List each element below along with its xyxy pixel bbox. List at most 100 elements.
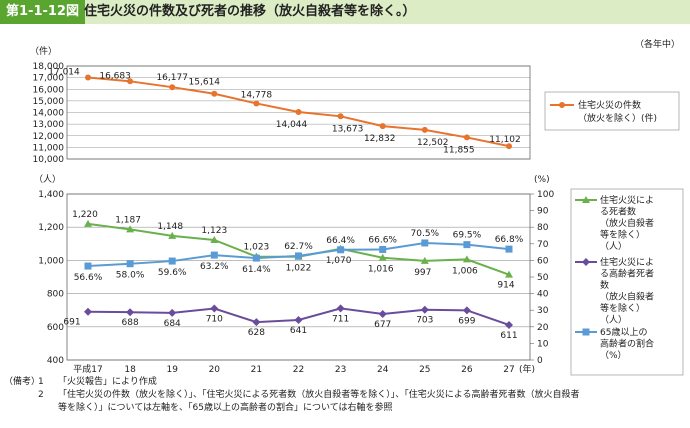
- data-label: 914: [497, 281, 514, 291]
- data-label: 66.6%: [368, 235, 397, 245]
- left-tick-label: 1,400: [38, 190, 64, 200]
- x-tick-label: 21: [251, 365, 262, 375]
- right-tick-label: 0: [537, 356, 543, 366]
- plot-frame: [66, 193, 531, 361]
- data-point: [294, 315, 303, 324]
- data-label: 1,220: [72, 210, 98, 220]
- data-label: 69.5%: [453, 231, 482, 241]
- legend-swatch-marker: [559, 102, 565, 108]
- x-tick-label: 26: [461, 365, 473, 375]
- note-text: 「火災報告」により作成: [58, 377, 157, 387]
- legend-label: 等を除く）: [600, 229, 645, 241]
- y-tick-label: 11,000: [33, 143, 65, 153]
- data-point: [462, 255, 471, 263]
- data-label: 11,855: [443, 145, 475, 155]
- data-label: 1,022: [286, 264, 312, 274]
- left-tick-label: 1,200: [38, 223, 64, 233]
- x-tick-label: 22: [293, 365, 304, 375]
- note-text: 等を除く）」については左軸を、「65歳以上の高齢者の割合」については右軸を参照: [58, 403, 393, 413]
- data-point: [421, 239, 429, 247]
- data-label: 1,148: [157, 222, 183, 232]
- left-tick-label: 1,000: [38, 256, 64, 266]
- data-point: [463, 134, 470, 141]
- data-label: 1,016: [368, 265, 394, 275]
- data-label: 641: [290, 326, 307, 336]
- x-tick-label: 24: [377, 365, 389, 375]
- data-point: [378, 253, 387, 261]
- data-point: [84, 307, 92, 316]
- data-label: 703: [416, 316, 433, 326]
- data-label: 711: [332, 314, 349, 324]
- data-label: 16,683: [99, 71, 131, 81]
- data-point: [84, 262, 92, 270]
- data-label: 611: [500, 331, 517, 341]
- note-number: [38, 402, 58, 415]
- left-axis-unit-label: （人）: [34, 174, 61, 185]
- legend-label: 数: [600, 279, 609, 291]
- data-point: [337, 246, 345, 254]
- data-point: [463, 241, 471, 249]
- x-tick-label: 23: [335, 365, 346, 375]
- data-point: [168, 257, 176, 265]
- data-label: 1,006: [452, 266, 478, 276]
- legend-label: （放火自殺者: [600, 291, 654, 303]
- y-tick-label: 13,000: [33, 120, 65, 130]
- data-point: [336, 304, 345, 313]
- data-point: [127, 78, 134, 85]
- note-text: 「住宅火災の件数（放火を除く）」、「住宅火災による死者数（放火自殺者等を除く）」…: [58, 390, 580, 400]
- data-label: 1,187: [115, 215, 141, 225]
- data-label: 61.4%: [242, 265, 271, 275]
- data-label: 14,778: [241, 90, 273, 100]
- data-point: [421, 126, 428, 133]
- left-tick-label: 600: [47, 323, 64, 333]
- data-point: [168, 231, 177, 239]
- right-tick-label: 70: [537, 240, 549, 250]
- data-point: [378, 310, 387, 319]
- data-point: [169, 84, 176, 91]
- data-point: [295, 252, 302, 260]
- data-label: 58.0%: [116, 271, 145, 281]
- right-tick-label: 90: [537, 207, 549, 217]
- figure-number-badge: 第1-1-12図: [0, 0, 85, 24]
- legend-swatch-marker: [582, 328, 590, 336]
- data-label: 16,177: [156, 73, 188, 83]
- data-point: [505, 270, 513, 278]
- data-label: 59.6%: [158, 268, 187, 278]
- x-tick-label: 19: [166, 365, 178, 375]
- y-tick-label: 14,000: [33, 109, 65, 119]
- x-tick-label: 20: [209, 365, 221, 375]
- legend-box-fire-count: [544, 91, 680, 131]
- right-tick-label: 50: [537, 273, 549, 283]
- y-tick-label: 10,000: [33, 155, 65, 165]
- data-point: [126, 260, 134, 268]
- data-point: [420, 305, 429, 314]
- data-point: [505, 245, 513, 253]
- plot-frame: [66, 65, 531, 160]
- notes-block: （備考） 1 「火災報告」により作成 2 「住宅火災の件数（放火を除く）」、「住…: [4, 376, 688, 415]
- data-label: 66.8%: [495, 235, 524, 245]
- legend-label: 等を除く）: [600, 302, 645, 314]
- legend-label: （%）: [600, 350, 627, 361]
- data-label: 688: [122, 318, 139, 328]
- legend-label: 住宅火災によ: [600, 194, 654, 206]
- data-point: [84, 219, 92, 227]
- data-label: 710: [206, 315, 223, 325]
- data-label: 997: [414, 268, 431, 278]
- data-point: [126, 308, 135, 317]
- data-label: 1,123: [201, 226, 227, 236]
- data-label: 677: [374, 320, 391, 330]
- right-axis-unit-label: (%): [534, 175, 550, 185]
- y-tick-label: 18,000: [33, 62, 65, 72]
- left-tick-label: 400: [47, 356, 64, 366]
- right-tick-label: 80: [537, 223, 549, 233]
- right-tick-label: 100: [537, 190, 554, 200]
- data-point: [210, 304, 219, 313]
- data-label: 699: [458, 316, 475, 326]
- right-tick-label: 60: [537, 256, 549, 266]
- data-point: [379, 245, 387, 253]
- legend-label: る高齢者死者: [600, 268, 654, 280]
- data-label: 56.6%: [74, 273, 103, 283]
- legend-label: る死者数: [600, 206, 636, 218]
- data-point: [506, 143, 512, 150]
